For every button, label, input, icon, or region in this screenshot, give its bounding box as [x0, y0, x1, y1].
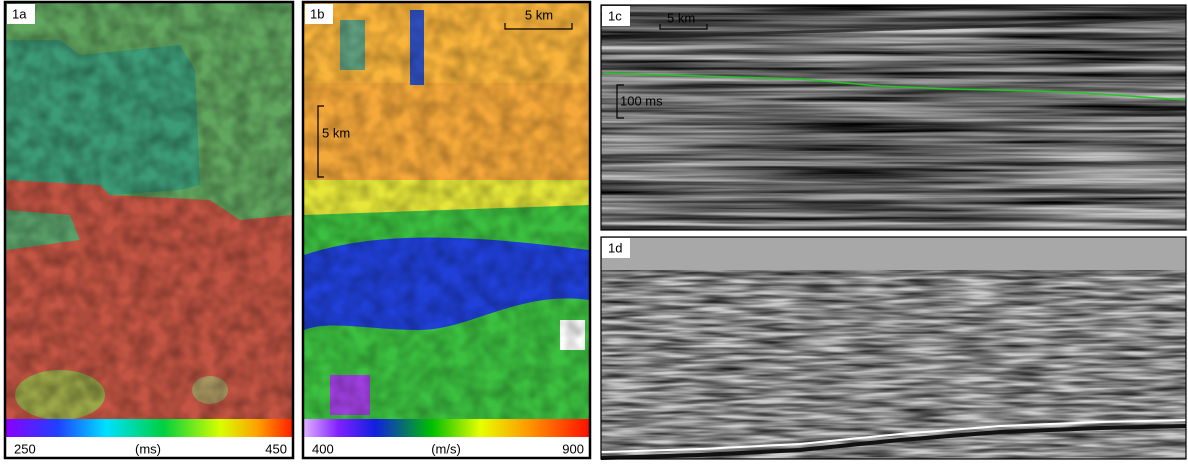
colorbar-min: 400 [312, 441, 334, 456]
panel-label: 1d [608, 240, 622, 255]
panel-label: 1b [310, 6, 324, 21]
scale-bar-label: 100 ms [620, 93, 663, 108]
scale-bar-label: 5 km [322, 125, 350, 140]
scale-bar-label: 5 km [667, 10, 695, 25]
panel-label: 1a [12, 6, 27, 21]
panel-1b: 1b 5 km 5 km 400 (m/s) 900 [303, 2, 590, 458]
scale-bar-label: 5 km [525, 7, 553, 22]
panel-1c: 1c 5 km 100 ms [601, 5, 1186, 230]
panel-label: 1c [608, 8, 622, 23]
colorbar-unit: (ms) [135, 441, 161, 456]
colorbar-unit: (m/s) [431, 441, 461, 456]
colorbar-min: 250 [14, 441, 36, 456]
colorbar-max: 450 [265, 441, 287, 456]
panel-1d: 1d [601, 237, 1186, 459]
colorbar-max: 900 [562, 441, 584, 456]
figure: 1a 250 (ms) 450 1b 5 km 5 km 400 (m/s) 9… [0, 0, 1188, 461]
panel-1a: 1a 250 (ms) 450 [5, 2, 293, 458]
